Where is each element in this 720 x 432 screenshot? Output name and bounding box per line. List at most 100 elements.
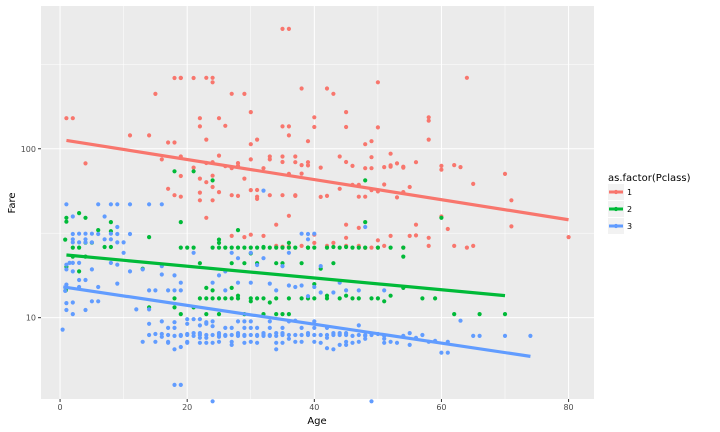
- data-point: [439, 163, 444, 168]
- data-point: [261, 166, 266, 171]
- data-point: [344, 339, 349, 344]
- data-point: [369, 245, 374, 250]
- data-point: [216, 331, 222, 336]
- data-point: [502, 312, 508, 317]
- data-point: [108, 202, 113, 207]
- data-point: [191, 165, 196, 170]
- data-point: [83, 277, 88, 283]
- data-point: [471, 243, 476, 248]
- data-point: [229, 342, 234, 347]
- data-point: [293, 245, 298, 250]
- data-point: [413, 222, 419, 227]
- data-point: [172, 333, 177, 338]
- data-point: [89, 267, 94, 272]
- data-point: [286, 250, 291, 255]
- data-point: [172, 325, 177, 330]
- data-point: [191, 169, 196, 174]
- data-point: [420, 296, 425, 301]
- data-point: [172, 320, 177, 325]
- data-point: [280, 331, 285, 336]
- data-point: [267, 281, 272, 286]
- data-point: [261, 296, 266, 301]
- data-point: [382, 299, 387, 304]
- data-point: [229, 250, 234, 255]
- legend-label: 3: [627, 222, 632, 231]
- data-point: [318, 194, 323, 199]
- legend-key-point: [613, 206, 619, 212]
- data-point: [70, 260, 75, 265]
- data-point: [274, 245, 279, 250]
- data-point: [293, 193, 298, 198]
- data-point: [299, 261, 304, 266]
- data-point: [337, 342, 342, 347]
- data-point: [369, 155, 374, 160]
- data-point: [178, 220, 183, 225]
- data-point: [159, 202, 164, 207]
- data-point: [197, 190, 202, 195]
- data-point: [280, 261, 285, 266]
- y-tick-label: 100: [21, 145, 36, 154]
- data-point: [452, 243, 457, 248]
- data-point: [134, 307, 139, 312]
- data-point: [344, 293, 349, 298]
- data-point: [64, 262, 69, 267]
- data-point: [210, 288, 215, 293]
- data-point: [121, 250, 126, 255]
- data-point: [255, 262, 260, 268]
- data-point: [248, 188, 253, 193]
- data-point: [216, 312, 222, 317]
- data-point: [178, 173, 183, 179]
- data-point: [204, 137, 209, 142]
- data-point: [210, 184, 215, 190]
- data-point: [388, 233, 393, 238]
- data-point: [299, 163, 304, 168]
- data-point: [115, 262, 120, 267]
- data-point: [312, 240, 317, 245]
- data-point: [166, 325, 171, 330]
- data-point: [96, 202, 101, 207]
- data-point: [178, 312, 183, 317]
- data-point: [185, 245, 190, 250]
- data-point: [280, 325, 285, 330]
- data-point: [375, 245, 380, 250]
- data-point: [216, 339, 222, 344]
- data-point: [77, 231, 82, 236]
- data-point: [83, 215, 88, 220]
- data-point: [178, 382, 183, 387]
- data-point: [299, 171, 304, 176]
- data-point: [528, 333, 533, 338]
- data-point: [204, 340, 209, 345]
- data-point: [178, 194, 183, 199]
- data-point: [153, 331, 158, 337]
- data-point: [178, 344, 183, 350]
- data-point: [235, 245, 241, 250]
- data-point: [197, 261, 202, 266]
- data-point: [216, 334, 222, 339]
- data-point: [210, 324, 215, 329]
- data-point: [502, 333, 508, 338]
- data-point: [108, 231, 113, 236]
- data-point: [178, 75, 183, 80]
- data-point: [191, 245, 196, 250]
- data-point: [286, 336, 291, 341]
- data-point: [394, 161, 400, 166]
- data-point: [210, 280, 215, 285]
- data-point: [369, 166, 374, 171]
- data-point: [274, 312, 279, 317]
- data-point: [331, 91, 336, 96]
- series-layer: [60, 26, 571, 404]
- data-point: [344, 331, 349, 336]
- data-point: [235, 293, 241, 298]
- data-point: [286, 283, 291, 288]
- data-point: [299, 243, 304, 248]
- data-point: [242, 340, 247, 345]
- data-point: [242, 261, 247, 266]
- data-point: [382, 243, 387, 248]
- data-point: [375, 80, 380, 85]
- data-point: [153, 339, 158, 344]
- legend: as.factor(Pclass) 1 2 3: [608, 173, 691, 234]
- data-point: [350, 340, 355, 345]
- data-point: [255, 296, 260, 301]
- data-point: [299, 86, 304, 91]
